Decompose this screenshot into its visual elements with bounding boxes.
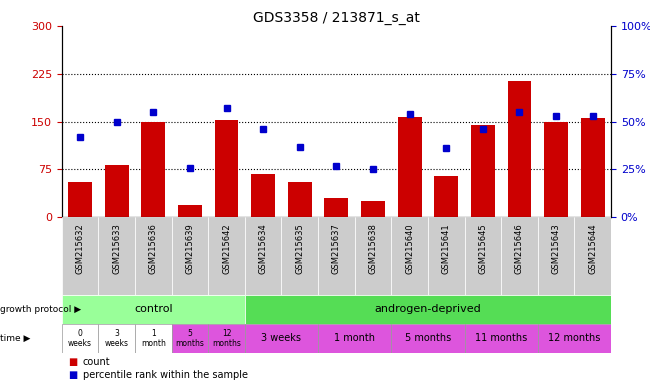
Bar — [62, 324, 98, 353]
Bar — [281, 217, 318, 295]
Bar — [318, 217, 355, 295]
Text: control: control — [134, 305, 173, 314]
Text: growth protocol ▶: growth protocol ▶ — [0, 305, 81, 314]
Bar — [581, 118, 604, 217]
Text: 3 weeks: 3 weeks — [261, 333, 302, 343]
Bar — [172, 217, 208, 295]
Text: 11 months: 11 months — [475, 333, 527, 343]
Text: GSM215643: GSM215643 — [552, 223, 560, 274]
Text: androgen-deprived: androgen-deprived — [374, 305, 481, 314]
Text: 12
months: 12 months — [212, 329, 241, 348]
Text: GSM215646: GSM215646 — [515, 223, 524, 274]
Text: GSM215635: GSM215635 — [295, 223, 304, 274]
Text: 0
weeks: 0 weeks — [68, 329, 92, 348]
Bar — [398, 116, 421, 217]
Bar — [544, 122, 568, 217]
Bar — [252, 174, 275, 217]
Bar — [465, 324, 538, 353]
Text: GSM215644: GSM215644 — [588, 223, 597, 274]
Bar — [62, 217, 98, 295]
Bar — [245, 217, 281, 295]
Bar — [465, 217, 501, 295]
Bar — [508, 81, 531, 217]
Title: GDS3358 / 213871_s_at: GDS3358 / 213871_s_at — [253, 11, 420, 25]
Bar — [245, 324, 318, 353]
Text: GSM215636: GSM215636 — [149, 223, 158, 275]
Bar — [208, 324, 245, 353]
Text: 1 month: 1 month — [334, 333, 375, 343]
Text: ■: ■ — [68, 357, 77, 367]
Bar — [135, 217, 172, 295]
Bar — [135, 324, 172, 353]
Bar — [68, 182, 92, 217]
Text: GSM215642: GSM215642 — [222, 223, 231, 274]
Text: 12 months: 12 months — [548, 333, 601, 343]
Bar — [428, 217, 465, 295]
Text: GSM215633: GSM215633 — [112, 223, 121, 275]
Bar — [178, 205, 202, 217]
Bar — [208, 217, 245, 295]
Text: GSM215645: GSM215645 — [478, 223, 488, 274]
Bar — [501, 217, 538, 295]
Text: percentile rank within the sample: percentile rank within the sample — [83, 370, 248, 380]
Text: ■: ■ — [68, 370, 77, 380]
Bar — [391, 217, 428, 295]
Bar — [105, 165, 129, 217]
Bar — [245, 295, 611, 324]
Bar — [391, 324, 465, 353]
Bar — [318, 324, 391, 353]
Bar — [355, 217, 391, 295]
Text: GSM215640: GSM215640 — [405, 223, 414, 274]
Text: GSM215641: GSM215641 — [442, 223, 450, 274]
Bar — [324, 198, 348, 217]
Bar — [361, 201, 385, 217]
Bar — [288, 182, 311, 217]
Bar — [538, 324, 611, 353]
Text: GSM215639: GSM215639 — [185, 223, 194, 274]
Bar — [62, 295, 245, 324]
Bar — [471, 125, 495, 217]
Text: 5 months: 5 months — [405, 333, 451, 343]
Text: GSM215632: GSM215632 — [75, 223, 84, 274]
Bar — [538, 217, 575, 295]
Bar — [98, 217, 135, 295]
Text: 5
months: 5 months — [176, 329, 204, 348]
Bar — [142, 122, 165, 217]
Text: count: count — [83, 357, 110, 367]
Text: GSM215638: GSM215638 — [369, 223, 378, 275]
Bar — [214, 120, 239, 217]
Bar — [434, 176, 458, 217]
Text: GSM215637: GSM215637 — [332, 223, 341, 275]
Bar — [575, 217, 611, 295]
Text: 3
weeks: 3 weeks — [105, 329, 129, 348]
Bar — [172, 324, 208, 353]
Text: time ▶: time ▶ — [0, 334, 31, 343]
Bar — [98, 324, 135, 353]
Text: 1
month: 1 month — [141, 329, 166, 348]
Text: GSM215634: GSM215634 — [259, 223, 268, 274]
